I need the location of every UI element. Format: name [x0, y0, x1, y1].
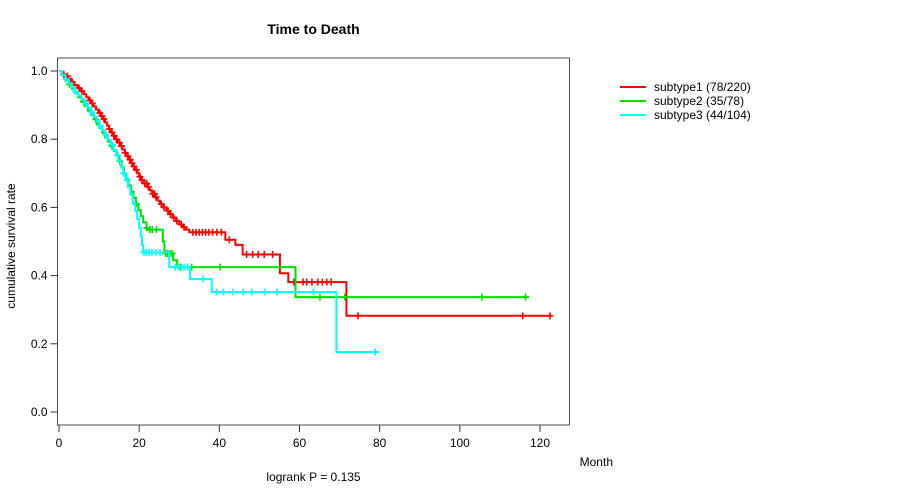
svg-text:80: 80: [373, 436, 387, 450]
svg-text:0.2: 0.2: [31, 337, 48, 351]
svg-text:120: 120: [530, 436, 550, 450]
legend-line-icon: [620, 100, 646, 102]
svg-text:40: 40: [213, 436, 227, 450]
legend-item-subtype2: subtype2 (35/78): [620, 94, 751, 108]
legend-label: subtype3 (44/104): [654, 108, 751, 122]
svg-text:0.0: 0.0: [31, 405, 48, 419]
chart-title: Time to Death: [267, 21, 360, 37]
svg-text:20: 20: [132, 436, 146, 450]
legend-label: subtype1 (78/220): [654, 80, 751, 94]
legend-line-icon: [620, 114, 646, 116]
legend-label: subtype2 (35/78): [654, 94, 745, 108]
svg-text:100: 100: [450, 436, 470, 450]
svg-text:0: 0: [56, 436, 63, 450]
svg-text:0.4: 0.4: [31, 269, 48, 283]
legend: subtype1 (78/220) subtype2 (35/78) subty…: [620, 80, 751, 122]
legend-item-subtype3: subtype3 (44/104): [620, 108, 751, 122]
svg-text:0.6: 0.6: [31, 200, 48, 214]
x-axis-label: Month: [579, 455, 613, 469]
legend-line-icon: [620, 86, 646, 88]
plot-frame: [57, 57, 570, 426]
logrank-p-value: logrank P = 0.135: [266, 470, 361, 484]
svg-text:1.0: 1.0: [31, 64, 48, 78]
curve-subtype2: [59, 70, 529, 299]
svg-text:60: 60: [293, 436, 307, 450]
legend-item-subtype1: subtype1 (78/220): [620, 80, 751, 94]
curve-subtype3: [59, 70, 380, 353]
svg-text:0.8: 0.8: [31, 132, 48, 146]
